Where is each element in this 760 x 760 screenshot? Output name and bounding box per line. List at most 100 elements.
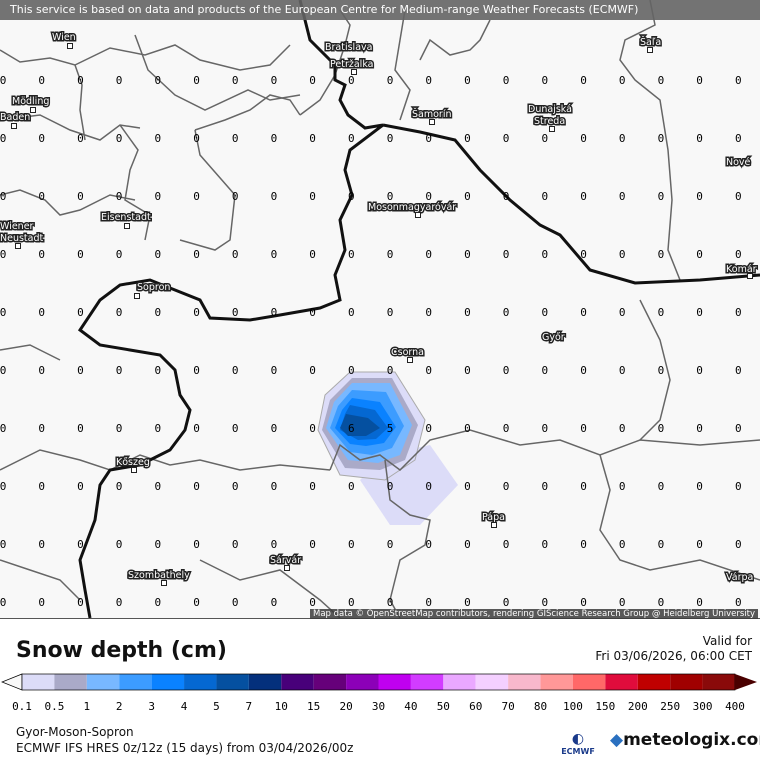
grid-value: 0 xyxy=(580,422,587,435)
grid-value: 0 xyxy=(77,422,84,435)
grid-value: 0 xyxy=(541,364,548,377)
grid-value: 0 xyxy=(271,422,278,435)
grid-value: 0 xyxy=(271,596,278,609)
grid-value: 0 xyxy=(309,74,316,87)
grid-value: 0 xyxy=(348,190,355,203)
grid-value: 0 xyxy=(387,306,394,319)
grid-value: 0 xyxy=(425,538,432,551)
grid-value: 0 xyxy=(154,422,161,435)
grid-value: 0 xyxy=(541,248,548,261)
national-borders xyxy=(77,0,760,619)
grid-value: 0 xyxy=(154,538,161,551)
city-label: Mosonmagyaróvár xyxy=(368,202,456,213)
city-label: Neustadt xyxy=(0,233,43,244)
grid-value: 0 xyxy=(193,538,200,551)
grid-value: 0 xyxy=(154,190,161,203)
city-label: Dunajská xyxy=(528,104,572,115)
grid-value: 0 xyxy=(580,538,587,551)
grid-value: 0 xyxy=(541,190,548,203)
city-label: Pápa xyxy=(482,512,505,523)
grid-value: 0 xyxy=(0,306,6,319)
grid-value: 0 xyxy=(77,132,84,145)
grid-value: 0 xyxy=(0,74,6,87)
grid-value: 0 xyxy=(348,596,355,609)
snow-depth-map[interactable]: 0 0 0 0 0 0 0 0 0 0 0 0 0 0 0 0 0 0 0 0 0 0 0 0 0 0 0 0 0 0 0 0 0 0 0 0 0 0 0 0… xyxy=(0,0,760,619)
grid-value: 0 xyxy=(464,480,471,493)
grid-value: 0 xyxy=(619,306,626,319)
city-marker xyxy=(351,69,357,75)
color-swatch xyxy=(22,674,55,690)
tick-label: 30 xyxy=(372,700,385,713)
model-info: ECMWF IFS HRES 0z/12z (15 days) from 03/… xyxy=(16,741,354,755)
grid-value: 0 xyxy=(619,480,626,493)
grid-value: 0 xyxy=(425,306,432,319)
meteologix-logo[interactable]: ◆meteologix.com xyxy=(610,730,760,750)
grid-value: 0 xyxy=(387,596,394,609)
grid-value: 0 xyxy=(387,480,394,493)
city-marker xyxy=(30,107,36,113)
grid-value: 0 xyxy=(696,596,703,609)
grid-value: 0 xyxy=(619,596,626,609)
grid-value: 0 xyxy=(116,190,123,203)
grid-value: 0 xyxy=(348,364,355,377)
grid-value: 0 xyxy=(116,422,123,435)
grid-value: 0 xyxy=(116,306,123,319)
grid-value: 0 xyxy=(425,132,432,145)
grid-value: 0 xyxy=(503,480,510,493)
over-range-arrow xyxy=(735,674,757,690)
grid-value: 0 xyxy=(387,364,394,377)
tick-label: 250 xyxy=(660,700,680,713)
grid-value: 0 xyxy=(658,538,665,551)
grid-value: 0 xyxy=(619,74,626,87)
grid-value: 0 xyxy=(619,190,626,203)
color-swatch xyxy=(346,674,379,690)
under-range-arrow xyxy=(1,673,23,691)
grid-value: 0 xyxy=(116,248,123,261)
meteologix-icon: ◆ xyxy=(610,730,624,750)
grid-value: 0 xyxy=(154,132,161,145)
city-label: Csorna xyxy=(391,347,424,358)
grid-value: 0 xyxy=(309,190,316,203)
city-label: Wiener xyxy=(0,221,34,232)
region-name: Gyor-Moson-Sopron xyxy=(16,725,134,739)
grid-value: 0 xyxy=(193,480,200,493)
city-label: Šamorín xyxy=(412,108,451,120)
tick-label: 200 xyxy=(628,700,648,713)
grid-value: 0 xyxy=(271,306,278,319)
tick-label: 3 xyxy=(148,700,155,713)
map-attribution: Map data © OpenStreetMap contributors, r… xyxy=(310,609,758,619)
city-marker xyxy=(284,565,290,571)
grid-value: 0 xyxy=(503,364,510,377)
grid-value: 0 xyxy=(425,248,432,261)
grid-value: 0 xyxy=(735,364,742,377)
grid-value: 0 xyxy=(0,248,6,261)
city-marker xyxy=(67,43,73,49)
grid-value: 0 xyxy=(658,306,665,319)
grid-value: 0 xyxy=(619,538,626,551)
city-marker xyxy=(161,580,167,586)
color-swatch xyxy=(184,674,217,690)
grid-value: 0 xyxy=(38,306,45,319)
grid-value: 0 xyxy=(116,480,123,493)
color-swatch xyxy=(151,674,185,690)
grid-value: 0 xyxy=(658,74,665,87)
grid-value: 0 xyxy=(77,248,84,261)
tick-label: 0.5 xyxy=(44,700,64,713)
grid-value: 0 xyxy=(503,422,510,435)
tick-label: 80 xyxy=(534,700,547,713)
grid-value: 0 xyxy=(541,480,548,493)
grid-value: 0 xyxy=(348,132,355,145)
grid-value: 0 xyxy=(77,74,84,87)
grid-value: 0 xyxy=(387,248,394,261)
grid-value: 0 xyxy=(580,364,587,377)
grid-value: 0 xyxy=(271,364,278,377)
grid-value: 0 xyxy=(154,364,161,377)
grid-value: 0 xyxy=(735,422,742,435)
grid-value: 0 xyxy=(696,538,703,551)
grid-value: 0 xyxy=(232,306,239,319)
grid-value: 0 xyxy=(309,364,316,377)
city-label: Várpa xyxy=(726,572,753,583)
grid-value: 0 xyxy=(735,480,742,493)
grid-value: 0 xyxy=(387,538,394,551)
city-marker xyxy=(747,273,753,279)
